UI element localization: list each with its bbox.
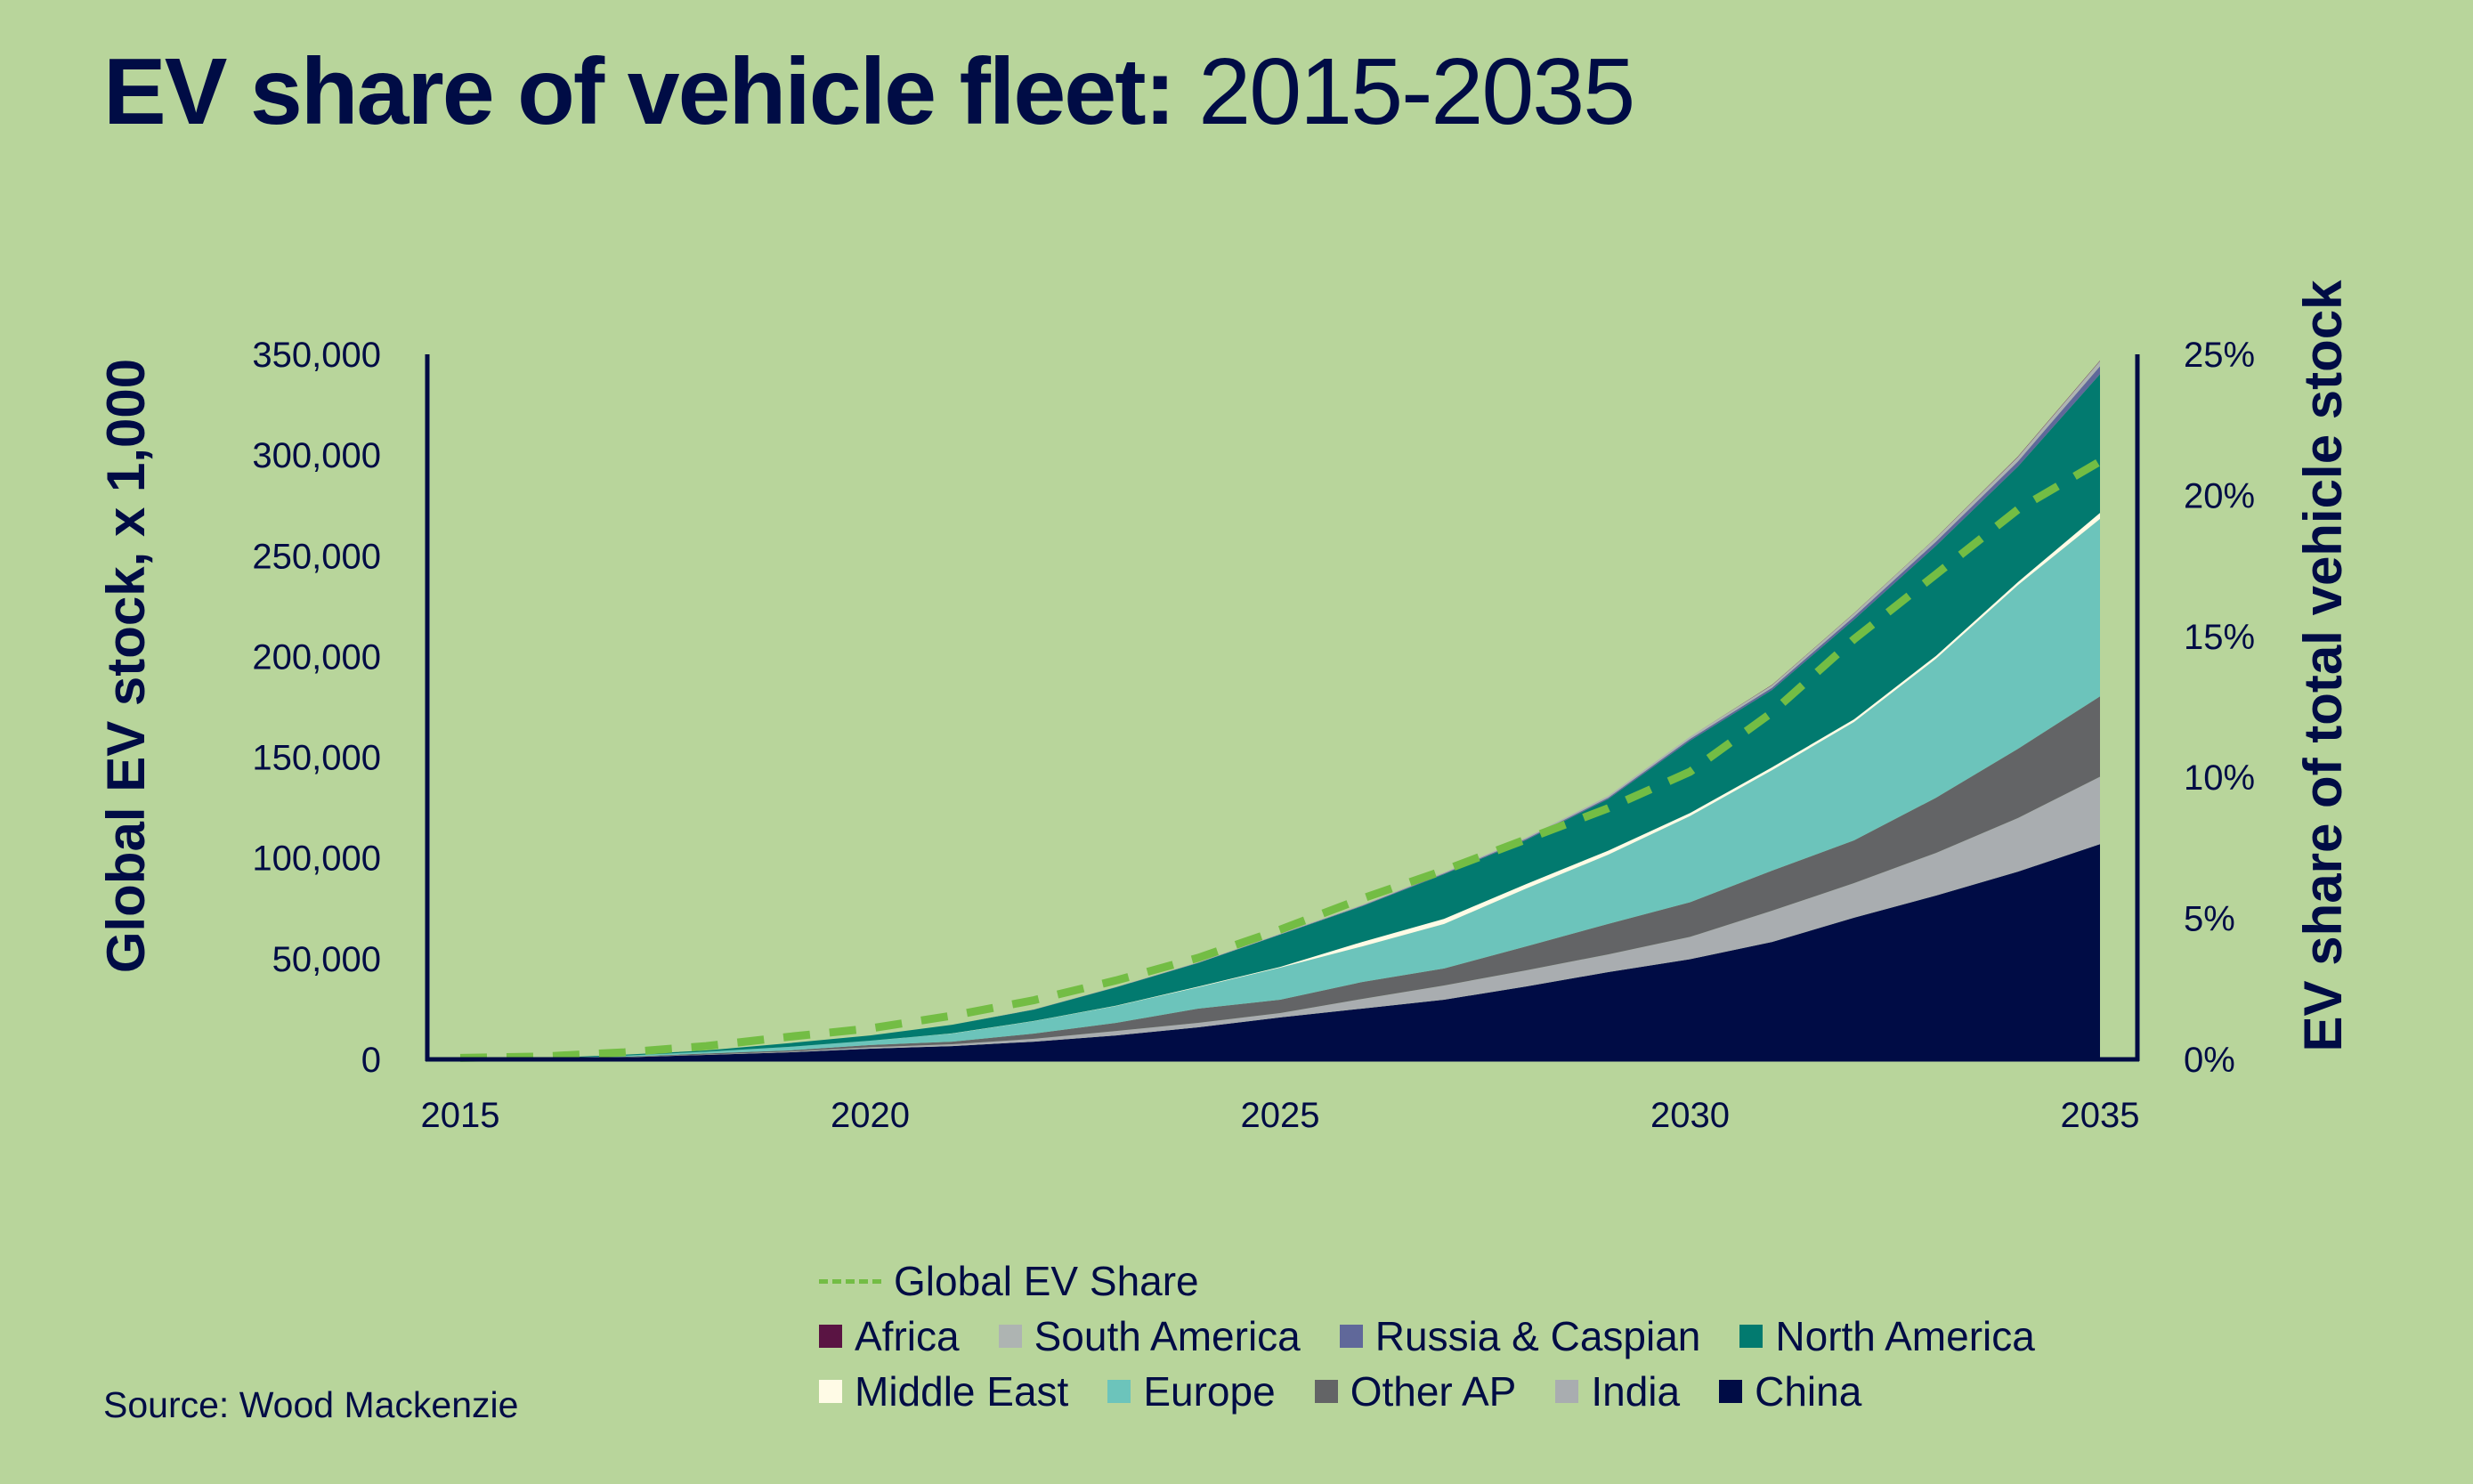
share-line-group <box>459 458 2103 1062</box>
legend-swatch-icon <box>1555 1380 1579 1403</box>
x-tick-labels: 2015 2020 2025 2030 2035 <box>421 1096 2140 1135</box>
source-note: Source: Wood Mackenzie <box>103 1384 519 1425</box>
legend-item-south-america: South America <box>998 1309 1301 1364</box>
y-tick-label: 300,000 <box>252 436 381 475</box>
legend: Global EV Share Africa South America Russi… <box>819 1253 2074 1419</box>
legend-label: India <box>1591 1368 1681 1415</box>
legend-label: Africa <box>855 1313 960 1359</box>
y2-tick-label: 0% <box>2184 1041 2235 1080</box>
x-tick-label: 2015 <box>421 1096 500 1135</box>
legend-swatch-icon <box>1739 1325 1764 1348</box>
y2-tick-label: 5% <box>2184 900 2235 939</box>
legend-label: Russia & Caspian <box>1374 1313 1701 1359</box>
x-tick-label: 2020 <box>831 1096 910 1135</box>
y-tick-label: 200,000 <box>252 637 381 677</box>
y-tick-label: 100,000 <box>252 839 381 879</box>
area-north-america <box>460 374 2100 1059</box>
global-ev-share-line <box>459 458 2103 1062</box>
legend-item-other-ap: Other AP <box>1314 1364 1517 1419</box>
legend-item-north-america: North America <box>1739 1309 2035 1364</box>
y-tick-label: 0 <box>361 1041 381 1080</box>
legend-label-global-ev-share: Global EV Share <box>894 1258 1199 1304</box>
area-europe <box>460 518 2100 1059</box>
x-tick-label: 2025 <box>1241 1096 1320 1135</box>
legend-label: South America <box>1034 1313 1301 1359</box>
legend-swatch-icon <box>1719 1380 1743 1403</box>
legend-swatch-icon <box>1314 1380 1338 1403</box>
legend-label: China <box>1755 1368 1862 1415</box>
legend-item-africa: Africa <box>819 1309 960 1364</box>
legend-item-china: China <box>1719 1364 1861 1419</box>
legend-swatch-icon <box>1339 1325 1363 1348</box>
y-tick-label: 250,000 <box>252 537 381 576</box>
area-india <box>460 776 2100 1059</box>
legend-label: Other AP <box>1350 1368 1517 1415</box>
y-tick-label: 50,000 <box>272 940 381 979</box>
right-y-axis-title: EV share of total vehicle stock <box>2293 280 2353 1052</box>
legend-row-line: Global EV Share <box>819 1253 2074 1309</box>
legend-swatch-icon <box>1107 1380 1131 1403</box>
legend-swatch-icon <box>819 1325 842 1348</box>
legend-label: Middle East <box>855 1368 1069 1415</box>
y2-tick-label: 10% <box>2184 758 2255 798</box>
legend-row-1: Africa South America Russia & Caspian North… <box>819 1309 2074 1364</box>
legend-swatch-icon <box>819 1380 842 1403</box>
y2-tick-label: 15% <box>2184 618 2255 657</box>
chart-title: EV share of vehicle fleet: 2015-2035 <box>103 36 1635 149</box>
legend-label: Europe <box>1143 1368 1276 1415</box>
y-tick-label: 150,000 <box>252 739 381 778</box>
chart-title-years: 2015-2035 <box>1173 39 1635 144</box>
legend-label: North America <box>1775 1313 2035 1359</box>
y2-tick-label: 25% <box>2184 336 2255 375</box>
right-y-tick-labels: 0% 5% 10% 15% 20% 25% <box>2184 336 2255 1080</box>
y-tick-label: 350,000 <box>252 336 381 375</box>
legend-row-2: Middle East Europe Other AP India China <box>819 1364 2074 1419</box>
dashed-line-swatch-icon <box>819 1278 881 1284</box>
x-tick-label: 2035 <box>2061 1096 2140 1135</box>
left-y-tick-labels: 0 50,000 100,000 150,000 200,000 250,000 300,0… <box>252 336 381 1080</box>
legend-item-europe: Europe <box>1107 1364 1276 1419</box>
legend-item-middle-east: Middle East <box>819 1364 1068 1419</box>
area-other-ap <box>460 696 2100 1059</box>
left-y-axis-title: Global EV stock, x 1,000 <box>96 359 156 973</box>
area-china <box>460 844 2100 1059</box>
x-tick-label: 2030 <box>1650 1096 1730 1135</box>
legend-item-russia-caspian: Russia & Caspian <box>1339 1309 1701 1364</box>
legend-item-india: India <box>1555 1364 1680 1419</box>
chart-title-main: EV share of vehicle fleet: <box>103 39 1176 144</box>
stacked-areas <box>460 361 2100 1059</box>
y2-tick-label: 20% <box>2184 476 2255 515</box>
legend-swatch-icon <box>998 1325 1022 1348</box>
